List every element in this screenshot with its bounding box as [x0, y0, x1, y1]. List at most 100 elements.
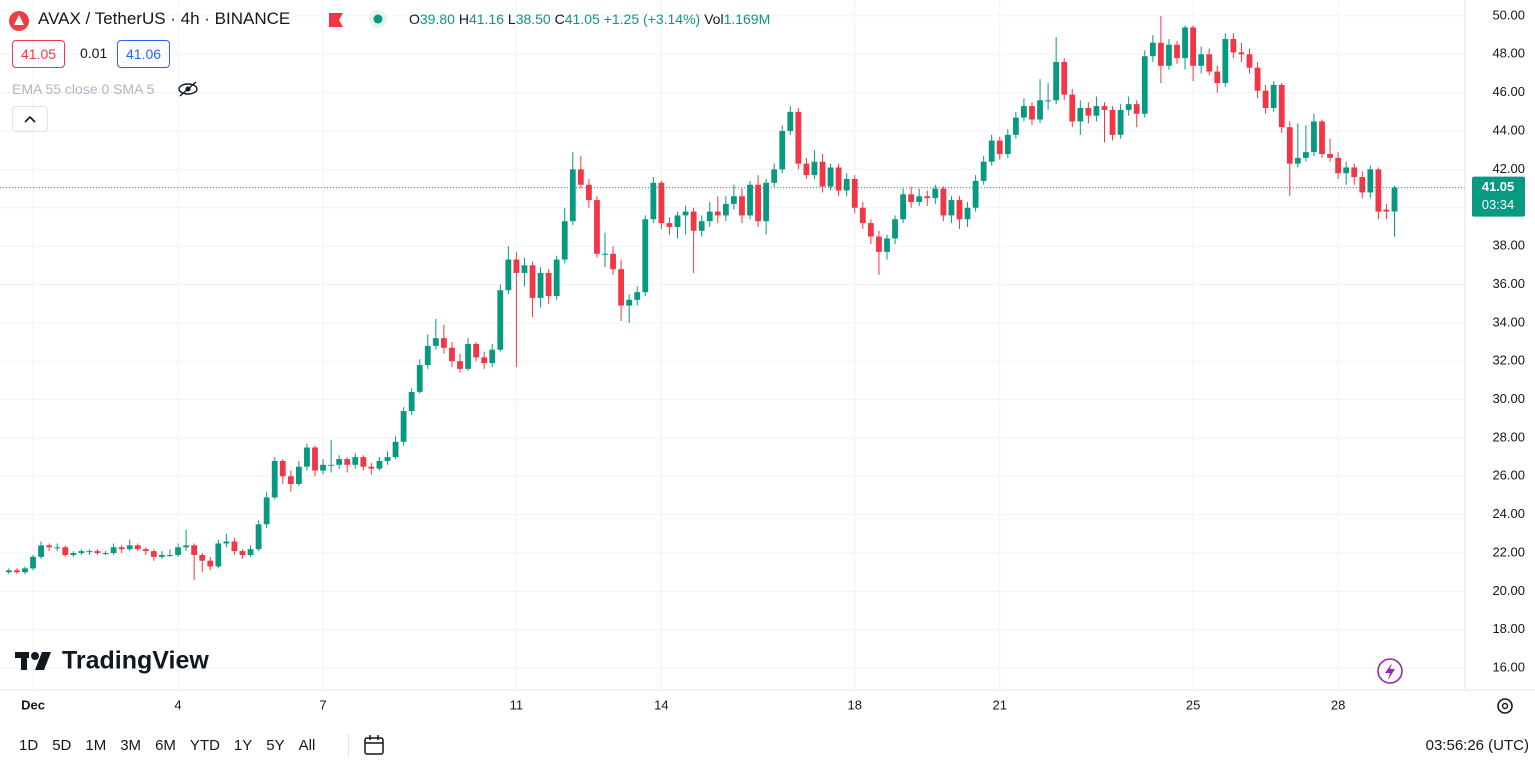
candle-body — [1343, 167, 1350, 174]
settings-icon[interactable] — [1497, 698, 1513, 714]
y-tick-label: 16.00 — [1492, 660, 1525, 675]
spread: 0.01 — [80, 45, 108, 61]
range-button[interactable]: YTD — [189, 737, 220, 754]
y-tick-label: 50.00 — [1492, 7, 1525, 22]
y-tick-label: 30.00 — [1492, 391, 1525, 406]
range-button[interactable]: 1Y — [233, 737, 253, 754]
high: 41.16 — [468, 11, 504, 27]
collapse-button[interactable] — [12, 106, 48, 132]
candle-body — [940, 188, 947, 216]
candle-body — [54, 547, 61, 549]
y-tick-label: 20.00 — [1492, 583, 1525, 598]
range-button[interactable]: 1D — [19, 737, 39, 754]
y-tick-label: 26.00 — [1492, 468, 1525, 483]
candle-body — [1045, 100, 1051, 102]
candle-body — [150, 551, 157, 557]
candle-body — [1375, 169, 1382, 212]
candle-body — [706, 211, 713, 222]
candle-body — [46, 545, 53, 548]
last-price-label: 41.05 — [1482, 179, 1515, 194]
candle-body — [159, 554, 165, 557]
indicators[interactable]: EMA 55 close 0 SMA 5 — [12, 81, 155, 97]
range-button[interactable]: 5D — [52, 737, 72, 754]
y-tick-label: 48.00 — [1492, 46, 1525, 61]
range-button[interactable]: 5Y — [266, 737, 285, 754]
candle-body — [545, 272, 552, 296]
candle-body — [1246, 54, 1253, 68]
y-tick-label: 24.00 — [1492, 506, 1525, 521]
candle-body — [78, 551, 85, 554]
buy-button[interactable]: 41.06 — [117, 40, 171, 68]
candle-body — [811, 161, 818, 176]
range-button[interactable]: 6M — [155, 737, 176, 754]
alert-icon[interactable] — [1377, 658, 1403, 684]
watermark: TradingView — [62, 647, 209, 675]
candle-body — [473, 343, 480, 358]
flag[interactable] — [328, 12, 344, 28]
range-button[interactable]: 1M — [85, 737, 107, 754]
range-button[interactable]: All — [298, 737, 316, 754]
candle-body — [1149, 42, 1156, 57]
candle-body — [1029, 106, 1035, 120]
candle-body — [1311, 121, 1317, 153]
candle-body — [1069, 94, 1076, 122]
symbol-title[interactable]: AVAX / TetherUS · 4h · BINANCE — [38, 9, 291, 28]
candle-body — [1270, 84, 1277, 108]
y-tick-label: 42.00 — [1492, 161, 1525, 176]
y-tick-label: 28.00 — [1492, 429, 1525, 444]
x-tick-label: 4 — [174, 697, 181, 712]
candle-body — [432, 338, 439, 346]
candle-body — [1085, 107, 1092, 116]
countdown: 03:34 — [1482, 197, 1515, 212]
candle-body — [1101, 106, 1108, 110]
candle-body — [948, 200, 955, 216]
candle-body — [908, 194, 915, 202]
candle-body — [996, 140, 1003, 155]
x-tick-label: 18 — [848, 697, 862, 712]
candle-body — [376, 460, 383, 469]
clock: 03:56:26 (UTC) — [1425, 737, 1529, 754]
range-button[interactable]: 3M — [120, 737, 142, 754]
candle-body — [328, 464, 335, 466]
open: 39.80 — [419, 11, 455, 27]
x-tick-label: 11 — [510, 697, 524, 712]
ohlc-legend: O39.80 H41.16 L38.50 C41.05 +1.25 (+3.14… — [409, 11, 770, 27]
hide-icon[interactable] — [177, 80, 199, 98]
y-tick-label: 22.00 — [1492, 544, 1525, 559]
candle-body — [1319, 121, 1325, 155]
candle-body — [38, 545, 44, 557]
x-tick-label: 7 — [319, 697, 326, 712]
candle-body — [634, 292, 641, 300]
candle-body — [1141, 56, 1148, 114]
range-bar: 1D 5D 1M 3M 6M YTD 1Y 5Y All — [19, 737, 329, 754]
candle-body — [602, 253, 608, 255]
market-status — [369, 10, 387, 28]
candle-body — [610, 253, 616, 270]
candle-body — [956, 200, 963, 220]
candle-body — [980, 161, 987, 181]
candle-body — [1174, 44, 1180, 59]
candle-body — [537, 272, 544, 298]
candle-body — [666, 223, 673, 227]
candle-body — [1125, 104, 1132, 110]
candle-body — [884, 238, 890, 252]
candle-body — [755, 184, 761, 222]
candle-body — [690, 211, 697, 231]
candle-body — [344, 459, 351, 465]
candle-body — [586, 184, 592, 201]
candle-body — [304, 447, 310, 467]
candle-body — [843, 178, 850, 191]
candle-body — [1327, 154, 1333, 158]
date-range-icon[interactable] — [363, 734, 387, 758]
candle-body — [561, 221, 568, 260]
chart: TradingView 16.00 18.00 20.00 22.00 24.00 26.… — [0, 0, 1535, 714]
candle-body — [70, 553, 77, 555]
candle-body — [191, 545, 198, 555]
candle-body — [682, 211, 689, 216]
candle-body — [22, 568, 28, 573]
sell-button[interactable]: 41.05 — [12, 40, 66, 68]
candle-body — [118, 547, 125, 550]
candle-body — [457, 361, 463, 369]
candle-body — [1278, 84, 1285, 128]
